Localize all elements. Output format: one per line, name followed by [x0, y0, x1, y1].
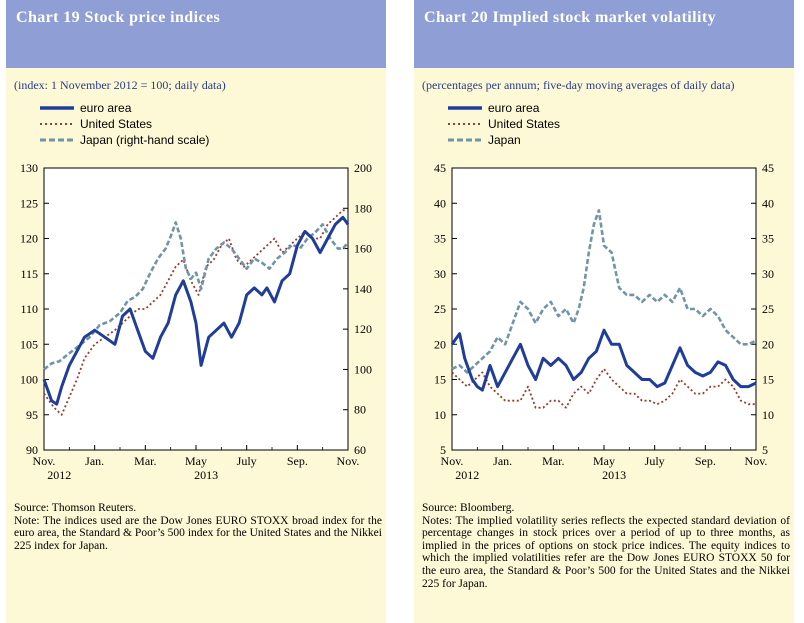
y2-tick-label: 45	[762, 161, 774, 175]
chart20-plot: 5 10 15 20 25 30 35 40 45 5 10 15 20 25 30 35 40 45 Nov. Ja…	[434, 161, 774, 482]
legend-label: United States	[488, 117, 561, 131]
chart19-note: Note: The indices used are the Dow Jones…	[14, 514, 382, 552]
legend-label: United States	[80, 117, 153, 131]
y2-tick-label: 140	[354, 282, 372, 296]
x-tick-label: May	[185, 454, 207, 468]
y-tick-label: 125	[20, 196, 38, 210]
x-tick-label: Mar.	[134, 454, 156, 468]
y2-tick-label: 180	[354, 201, 372, 215]
y-tick-label: 15	[434, 373, 446, 387]
y2-tick-label: 20	[762, 337, 774, 351]
y2-tick-label: 160	[354, 242, 372, 256]
y2-tick-label: 200	[354, 161, 372, 175]
y-tick-label: 35	[434, 232, 446, 246]
x-tick-label: Jan.	[85, 454, 104, 468]
y-tick-label: 130	[20, 161, 38, 175]
chart19-plot: 90 95 100 105 110 115 120 125 130 60 80 100 120 140 16…	[20, 161, 372, 482]
y-tick-label: 95	[26, 408, 38, 422]
legend-label: euro area	[488, 101, 540, 115]
x-tick-label: May	[593, 454, 615, 468]
y2-tick-label: 10	[762, 408, 774, 422]
year-label: 2013	[194, 468, 218, 482]
year-label: 2012	[455, 468, 479, 482]
y-tick-label: 45	[434, 161, 446, 175]
legend-label: Japan	[488, 133, 521, 147]
y2-tick-label: 35	[762, 232, 774, 246]
year-label: 2012	[47, 468, 71, 482]
legend-label: Japan (right-hand scale)	[80, 133, 210, 147]
series-line-euro-area	[450, 328, 757, 392]
y-tick-label: 120	[20, 232, 38, 246]
series-line-japan	[451, 209, 757, 374]
chart20-footnote: Source: Bloomberg. Notes: The implied vo…	[422, 502, 790, 590]
x-tick-label: Nov.	[33, 454, 56, 468]
chart19-header: Chart 19 Stock price indices	[6, 0, 386, 68]
y-tick-label: 115	[20, 267, 38, 281]
chart19-subtitle: (index: 1 November 2012 = 100; daily dat…	[14, 78, 226, 92]
y-tick-label: 10	[434, 408, 446, 422]
y-tick-label: 20	[434, 337, 446, 351]
y2-tick-label: 25	[762, 302, 774, 316]
y2-tick-label: 15	[762, 373, 774, 387]
chart20-panel: Chart 20 Implied stock market volatility…	[414, 0, 794, 623]
legend-label: euro area	[80, 101, 132, 115]
y2-tick-label: 5	[762, 443, 768, 457]
chart19-panel: Chart 19 Stock price indices (index: 1 N…	[6, 0, 386, 623]
x-tick-label: July	[645, 454, 665, 468]
x-tick-label: Nov.	[337, 454, 360, 468]
y2-tick-label: 30	[762, 267, 774, 281]
chart19-footnote: Source: Thomson Reuters. Note: The indic…	[14, 502, 382, 552]
x-tick-label: Jan.	[493, 454, 512, 468]
y-tick-label: 110	[20, 302, 38, 316]
y2-tick-label: 80	[354, 403, 366, 417]
chart20-source: Source: Bloomberg.	[422, 502, 515, 514]
chart20-header: Chart 20 Implied stock market volatility	[414, 0, 794, 68]
y-tick-label: 105	[20, 337, 38, 351]
x-tick-label: Sep.	[287, 454, 308, 468]
chart19-title: Chart 19 Stock price indices	[16, 9, 221, 26]
y-tick-label: 100	[20, 373, 38, 387]
chart20-title: Chart 20 Implied stock market volatility	[424, 9, 716, 26]
x-tick-label: Nov.	[441, 454, 464, 468]
chart20-note: Notes: The implied volatility series ref…	[422, 514, 790, 590]
x-tick-label: Sep.	[695, 454, 716, 468]
x-tick-label: July	[237, 454, 257, 468]
y-tick-label: 30	[434, 267, 446, 281]
y-tick-label: 25	[434, 302, 446, 316]
plot-area	[43, 167, 349, 451]
x-tick-label: Mar.	[542, 454, 564, 468]
series-line-japan-right-hand-scale	[43, 221, 349, 371]
y-tick-label: 5	[440, 443, 446, 457]
y2-tick-label: 60	[354, 443, 366, 457]
y2-tick-label: 120	[354, 322, 372, 336]
chart19-source: Source: Thomson Reuters.	[14, 502, 137, 514]
series-line-euro-area	[42, 215, 350, 406]
y2-tick-label: 100	[354, 362, 372, 376]
chart20-subtitle: (percentages per annum; five-day moving …	[422, 78, 735, 92]
year-label: 2013	[602, 468, 626, 482]
y-tick-label: 90	[26, 443, 38, 457]
x-tick-label: Nov.	[745, 454, 768, 468]
y-tick-label: 40	[434, 196, 446, 210]
y2-tick-label: 40	[762, 196, 774, 210]
plot-area	[451, 167, 757, 451]
